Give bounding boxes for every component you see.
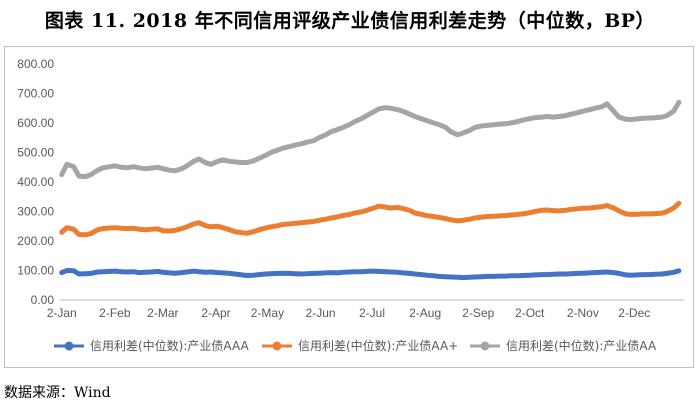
line-chart: 0.00 100.00 200.00 300.00 400.00 500.00 600.00… <box>17 57 684 353</box>
x-tick-label: 2-Jun <box>306 306 336 320</box>
series-line-aa-plus <box>59 200 682 238</box>
legend-swatch-marker <box>480 341 490 351</box>
data-source: 数据来源：Wind <box>4 385 111 401</box>
chart-frame <box>4 46 694 368</box>
x-tick-label: 2-Mar <box>147 306 178 320</box>
y-tick-label: 0.00 <box>31 293 55 307</box>
x-tick-label: 2-Feb <box>99 306 131 320</box>
y-tick-label: 500.00 <box>17 146 54 160</box>
legend-swatch-marker <box>272 341 282 351</box>
series-line-aa <box>59 99 682 180</box>
y-tick-label: 600.00 <box>17 116 54 130</box>
y-tick-label: 100.00 <box>17 264 54 278</box>
x-tick-label: 2-Jul <box>359 306 385 320</box>
x-tick-label: 2-Dec <box>618 306 650 320</box>
x-tick-label: 2-Apr <box>201 306 230 320</box>
x-tick-label: 2-Nov <box>567 306 599 320</box>
x-tick-label: 2-Oct <box>515 306 545 320</box>
series-line-aaa <box>59 268 682 281</box>
y-tick-label: 200.00 <box>17 234 54 248</box>
y-tick-label: 300.00 <box>17 205 54 219</box>
legend-label: 信用利差(中位数):产业债AA <box>506 338 657 353</box>
legend-swatch-marker <box>64 341 74 351</box>
chart-title: 图表 11. 2018 年不同信用评级产业债信用利差走势（中位数，BP） <box>44 10 656 32</box>
x-tick-label: 2-May <box>251 306 284 320</box>
legend-label: 信用利差(中位数):产业债AA+ <box>298 338 458 353</box>
y-tick-label: 800.00 <box>17 57 54 71</box>
y-tick-label: 400.00 <box>17 175 54 189</box>
x-tick-label: 2-Sep <box>462 306 494 320</box>
y-tick-label: 700.00 <box>17 87 54 101</box>
legend-label: 信用利差(中位数):产业债AAA <box>90 338 249 353</box>
x-tick-label: 2-Jan <box>47 306 77 320</box>
x-tick-label: 2-Aug <box>409 306 441 320</box>
